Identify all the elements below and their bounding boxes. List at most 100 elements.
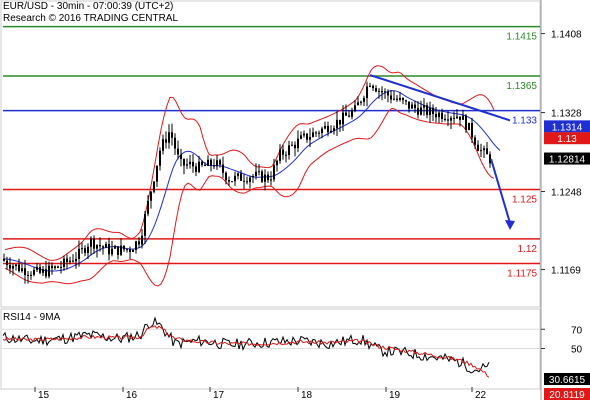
candle-body	[198, 161, 200, 172]
candle-body	[357, 102, 359, 106]
candle-body	[216, 160, 218, 167]
candle-body	[132, 250, 134, 252]
candle-body	[24, 268, 26, 276]
candle-body	[9, 265, 11, 269]
candle-body	[276, 160, 278, 166]
candle-body	[135, 241, 137, 251]
candle-body	[204, 165, 206, 167]
candle-body	[342, 112, 344, 125]
candle-body	[144, 213, 146, 236]
candle-body	[441, 112, 443, 119]
candle-body	[243, 180, 245, 182]
candle-body	[225, 172, 227, 181]
price-axis-label: 1.1408	[551, 30, 582, 41]
candle-body	[408, 101, 410, 109]
candle-body	[285, 154, 287, 156]
x-axis-label: 19	[389, 390, 401, 400]
price-axis: 15 16 17 18 19 22 1.1408 1.1328 1.1248 1.1169 1.13…	[34, 0, 590, 400]
candle-body	[417, 108, 419, 115]
candle-body	[63, 258, 65, 267]
candle-body	[27, 274, 29, 276]
candle-body	[93, 238, 95, 249]
candle-body	[267, 174, 269, 181]
candle-body	[78, 248, 80, 259]
candle-body	[471, 122, 473, 138]
level-label-resistance: 1.1415	[506, 32, 537, 43]
price-axis-label: 1.1328	[551, 109, 582, 120]
candle-body	[456, 116, 458, 119]
level-label-resistance: 1.1365	[506, 81, 537, 92]
candle-body	[90, 238, 92, 247]
current-price-badge	[544, 152, 590, 165]
candle-body	[60, 266, 62, 268]
candle-body	[390, 95, 392, 100]
candle-body	[57, 266, 59, 268]
candle-body	[381, 90, 383, 93]
candle-body	[435, 113, 437, 118]
candle-body	[462, 115, 464, 120]
candle-body	[42, 269, 44, 273]
candle-body	[414, 104, 416, 109]
forecast-arrow-head	[505, 220, 515, 231]
candle-body	[36, 266, 38, 270]
candle-body	[270, 179, 272, 181]
candle-body	[111, 248, 113, 255]
candle-body	[177, 148, 179, 155]
candle-body	[348, 115, 350, 117]
candle-body	[84, 248, 86, 253]
candle-body	[258, 171, 260, 173]
candle-body	[447, 119, 449, 121]
candle-body	[423, 105, 425, 108]
candle-body	[105, 244, 107, 248]
candle-body	[300, 135, 302, 139]
candle-body	[81, 248, 83, 250]
candle-body	[222, 164, 224, 173]
candle-body	[399, 98, 401, 100]
candle-body	[405, 100, 407, 102]
candle-body	[114, 246, 116, 249]
candle-body	[393, 98, 395, 100]
candle-body	[354, 105, 356, 111]
candle-body	[363, 98, 365, 102]
level-label-support: 1.125	[512, 195, 537, 206]
candle-body	[411, 104, 413, 109]
candle-body	[486, 148, 488, 155]
bollinger-lower-band	[4, 107, 495, 287]
candle-body	[426, 105, 428, 115]
price-panel-frame	[0, 0, 541, 308]
candle-body	[327, 125, 329, 133]
candle-body	[69, 260, 71, 263]
candle-body	[159, 150, 161, 166]
candle-body	[282, 149, 284, 155]
candle-body	[330, 130, 332, 133]
rsi-value-label: 20.8119	[549, 390, 585, 400]
candle-body	[147, 200, 149, 214]
rsi-value-badge	[544, 373, 590, 385]
forecast-arrow-shaft	[490, 158, 511, 224]
axis-badge	[544, 120, 590, 133]
candle-body	[66, 258, 68, 263]
candle-body	[174, 137, 176, 149]
candle-body	[252, 176, 254, 178]
candle-body	[372, 85, 374, 89]
candle-body	[309, 137, 311, 140]
candle-body	[318, 132, 320, 134]
axis-badge-label: 1.13	[557, 134, 577, 145]
candle-body	[297, 138, 299, 149]
candle-body	[108, 244, 110, 255]
rsi-axis-label: 50	[571, 345, 583, 356]
candle-body	[480, 150, 482, 152]
candle-body	[183, 159, 185, 166]
candle-body	[165, 139, 167, 143]
candle-body	[294, 144, 296, 149]
level-label-support: 1.1175	[507, 269, 537, 280]
candle-body	[291, 144, 293, 146]
bollinger-upper-band	[4, 65, 495, 261]
candle-body	[129, 249, 131, 252]
candle-body	[402, 98, 404, 101]
candle-body	[438, 112, 440, 118]
candle-body	[483, 148, 485, 151]
candle-body	[171, 132, 173, 138]
candle-body	[219, 160, 221, 165]
candle-body	[312, 132, 314, 138]
